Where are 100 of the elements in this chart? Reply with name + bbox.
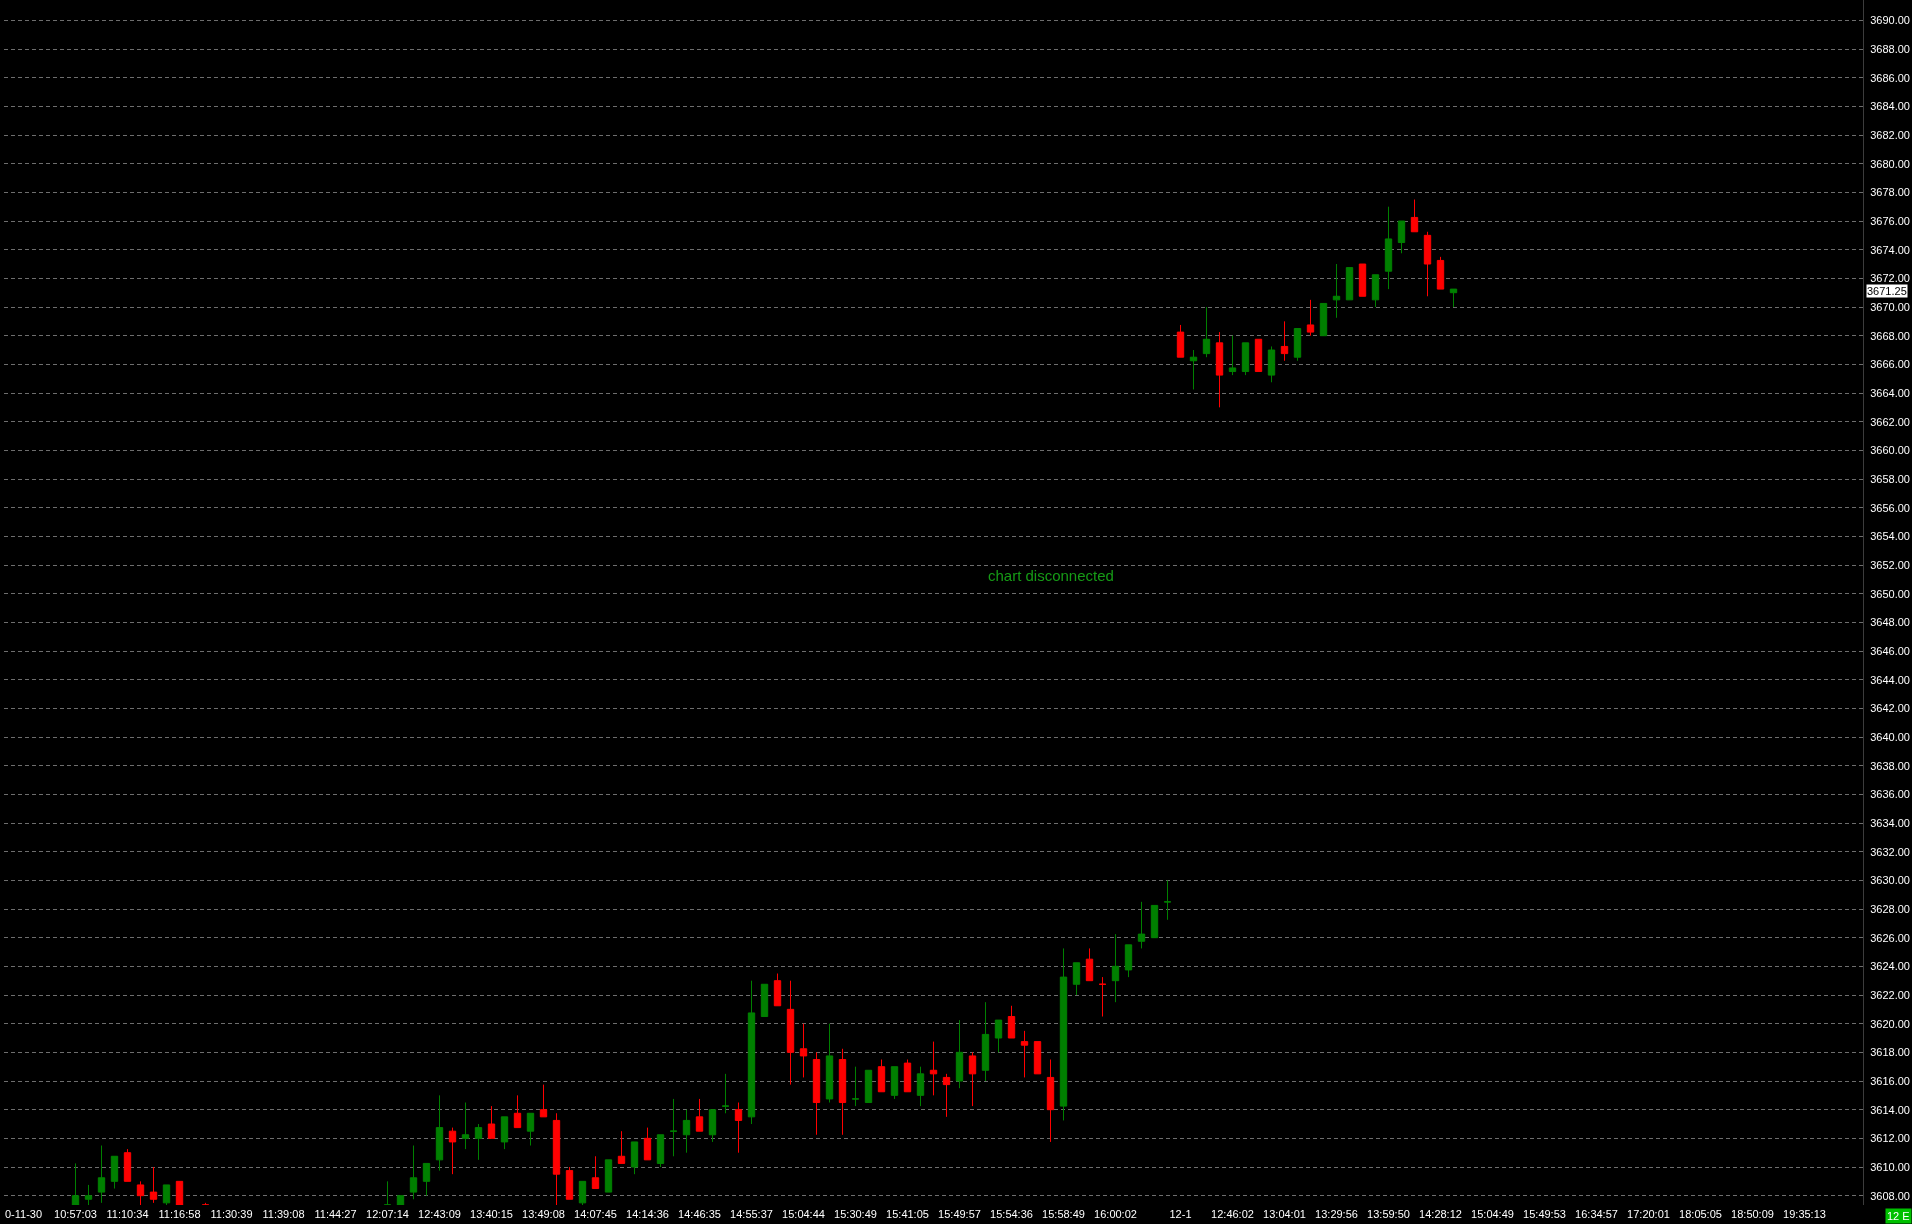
y-tick-label: 3634.00 [1870,816,1910,829]
y-tick-label: 3608.00 [1870,1189,1910,1202]
candlestick [1449,288,1458,308]
y-tick-label: 3688.00 [1870,42,1910,55]
candlestick [1436,256,1445,290]
candlestick [1072,962,1081,996]
candlestick [396,1195,405,1205]
x-tick-label: 15:54:36 [990,1208,1033,1220]
x-tick-label: 13:04:01 [1263,1208,1306,1220]
y-tick-label: 3646.00 [1870,644,1910,657]
y-tick-label: 3652.00 [1870,558,1910,571]
candlestick [1046,1059,1055,1143]
x-tick-label: 12:46:02 [1211,1208,1254,1220]
candlestick [929,1041,938,1096]
y-tick-label: 3676.00 [1870,214,1910,227]
candlestick [916,1066,925,1107]
y-tick-label: 3644.00 [1870,673,1910,686]
candlestick [1358,263,1367,297]
candlestick [669,1098,678,1157]
candlestick [877,1059,886,1093]
candlestick [97,1145,106,1204]
x-tick-label: 14:55:37 [730,1208,773,1220]
candlestick [1176,324,1185,358]
x-tick-label: 11:39:08 [262,1208,305,1220]
candlestick [955,1019,964,1089]
candlestick [1033,1041,1042,1075]
text: 3671.25 [1867,285,1907,297]
candlestick [851,1066,860,1107]
y-tick-label: 3624.00 [1870,960,1910,973]
x-tick-label: 11:16:58 [158,1208,201,1220]
y-tick-label: 3618.00 [1870,1046,1910,1059]
candlestick [825,1023,834,1104]
y-tick-label: 3684.00 [1870,100,1910,113]
y-tick-label: 3654.00 [1870,530,1910,543]
x-tick-label: 13:29:56 [1315,1208,1358,1220]
y-tick-label: 3672.00 [1870,272,1910,285]
candlestick [1163,879,1172,921]
x-tick-label: 16:00:02 [1094,1208,1137,1220]
candlestick [1124,944,1133,978]
y-tick-label: 3660.00 [1870,444,1910,457]
y-tick-label: 3642.00 [1870,702,1910,715]
x-tick-label: 12:07:14 [366,1208,409,1220]
candlestick [656,1134,665,1168]
candlestick [708,1109,717,1143]
candlestick [1137,901,1146,949]
y-tick-label: 3678.00 [1870,186,1910,199]
candlestick [968,1051,977,1107]
candlestick [1319,302,1328,337]
candlestick [1241,342,1250,376]
x-tick-label: 15:49:57 [938,1208,981,1220]
x-tick-label: 15:30:49 [834,1208,877,1220]
x-tick-label: 18:05:05 [1679,1208,1722,1220]
y-tick-label: 3614.00 [1870,1103,1910,1116]
candlestick [1345,267,1354,301]
y-tick-label: 3690.00 [1870,14,1910,27]
x-tick-label: 15:49:53 [1523,1208,1566,1220]
candlestick [474,1123,483,1161]
y-tick-label: 3670.00 [1870,300,1910,313]
y-tick-label: 3656.00 [1870,501,1910,514]
y-tick-label: 3612.00 [1870,1132,1910,1145]
x-tick-label: 19:35:13 [1783,1208,1826,1220]
x-tick-label: 13:40:15 [470,1208,513,1220]
annotation: chart disconnected [988,567,1114,584]
candlestick [1410,199,1419,233]
candlestick [84,1184,93,1205]
y-tick-label: 3636.00 [1870,788,1910,801]
x-tick-label: 15:04:44 [782,1208,825,1220]
candlestick [864,1069,873,1104]
candlestick [149,1166,158,1204]
y-tick-label: 3648.00 [1870,616,1910,629]
y-tick-label: 3632.00 [1870,845,1910,858]
x-tick-label: 10:57:03 [54,1208,97,1220]
y-tick-label: 3620.00 [1870,1017,1910,1030]
candlestick [448,1127,457,1175]
x-tick-label: 12:43:09 [418,1208,461,1220]
x-tick-label: 15:04:49 [1471,1208,1514,1220]
candlestick [617,1130,626,1164]
candlestick [890,1066,899,1100]
x-tick-label: 12-1 [1169,1208,1192,1220]
x-tick-label: 17:20:01 [1627,1208,1670,1220]
candlestick [1202,306,1211,358]
candlestick [994,1019,1003,1053]
candlestick [565,1166,574,1200]
candlestick [591,1155,600,1190]
candlestick [162,1184,171,1205]
candlestick [513,1094,522,1129]
candlestick [1111,933,1120,1003]
candlestick [1293,328,1302,362]
candlestick [71,1162,80,1205]
x-tick-label: 13:59:50 [1367,1208,1410,1220]
y-tick-label: 3666.00 [1870,358,1910,371]
candlestick [175,1180,184,1205]
x-tick-label: 18:50:09 [1731,1208,1774,1220]
x-tick-label: 0-11-30 [4,1208,43,1220]
candlestick [578,1180,587,1205]
candlestick [643,1127,652,1161]
y-tick-label: 3668.00 [1870,329,1910,342]
candlestick [539,1084,548,1118]
candlestick [1150,904,1159,939]
candlestick [981,1001,990,1082]
